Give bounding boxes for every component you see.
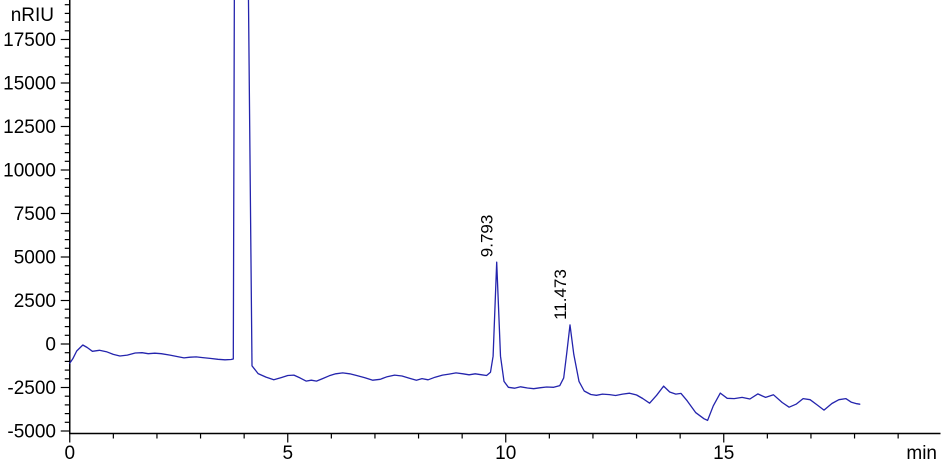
x-tick-label: 0 bbox=[64, 443, 75, 461]
axis-ticks bbox=[60, 4, 899, 443]
peak-retention-time-label: 9.793 bbox=[478, 215, 497, 258]
x-axis-unit-label: min bbox=[906, 443, 937, 461]
x-tick-label: 5 bbox=[282, 443, 293, 461]
signal-trace-group bbox=[69, 0, 861, 422]
y-tick-label: 12500 bbox=[3, 117, 56, 138]
axis-tick-labels: -5000 -2500 0 2500 5000 7500 10000 12500 15000 17… bbox=[3, 30, 734, 461]
y-axis-unit-label: nRIU bbox=[11, 5, 54, 26]
y-tick-label: 7500 bbox=[14, 204, 56, 225]
x-tick-label: 10 bbox=[495, 443, 516, 461]
y-tick-label: 5000 bbox=[14, 248, 56, 269]
peak-retention-time-label: 11.473 bbox=[551, 269, 570, 320]
x-tick-label: 15 bbox=[713, 443, 734, 461]
y-tick-label: -2500 bbox=[7, 378, 56, 399]
y-tick-label: 17500 bbox=[3, 30, 56, 51]
y-tick-label: 0 bbox=[45, 335, 56, 356]
y-tick-label: -5000 bbox=[7, 422, 56, 443]
axes bbox=[69, 0, 941, 435]
peak-labels: 9.793 11.473 bbox=[478, 215, 570, 320]
signal-trace bbox=[69, 0, 861, 422]
y-tick-label: 15000 bbox=[3, 74, 56, 95]
y-tick-label: 10000 bbox=[3, 161, 56, 182]
y-tick-label: 2500 bbox=[14, 291, 56, 312]
